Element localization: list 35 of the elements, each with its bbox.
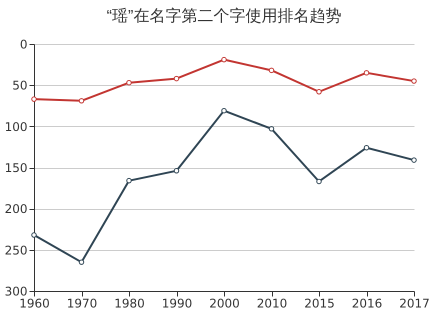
- x-tick-label: 2015: [304, 296, 335, 310]
- y-tick-label: 200: [4, 202, 28, 216]
- x-tick-label: 1970: [66, 296, 98, 310]
- chart-title: “瑶”在名字第二个字使用排名趋势: [106, 7, 342, 25]
- y-tick-label: 0: [20, 38, 28, 52]
- point: [174, 76, 180, 82]
- x-tick-label: 2010: [256, 296, 288, 310]
- point: [78, 98, 84, 104]
- point: [364, 145, 370, 150]
- y-tick-label: 300: [4, 284, 28, 298]
- point: [411, 157, 417, 163]
- point: [126, 178, 132, 184]
- point: [126, 80, 132, 86]
- x-tick-label: 2000: [209, 296, 240, 310]
- point: [316, 178, 322, 184]
- y-tick-label: 150: [4, 161, 28, 175]
- point: [411, 78, 417, 84]
- y-tick-label: 50: [12, 78, 28, 93]
- point: [316, 89, 322, 94]
- point: [78, 259, 84, 265]
- point: [174, 168, 180, 174]
- point: [268, 68, 274, 74]
- point: [31, 232, 37, 238]
- point: [31, 96, 37, 102]
- y-tick-label: 250: [4, 243, 28, 258]
- x-tick-label: 1960: [19, 296, 50, 310]
- x-tick-label: 1990: [162, 296, 192, 310]
- point: [221, 108, 227, 114]
- point: [364, 70, 370, 76]
- x-tick-label: 1980: [114, 296, 145, 310]
- point: [268, 126, 274, 132]
- point: [221, 56, 227, 62]
- x-tick-label: 2016: [352, 296, 382, 310]
- y-tick-label: 100: [4, 120, 28, 134]
- x-tick-label: 2017: [399, 296, 430, 310]
